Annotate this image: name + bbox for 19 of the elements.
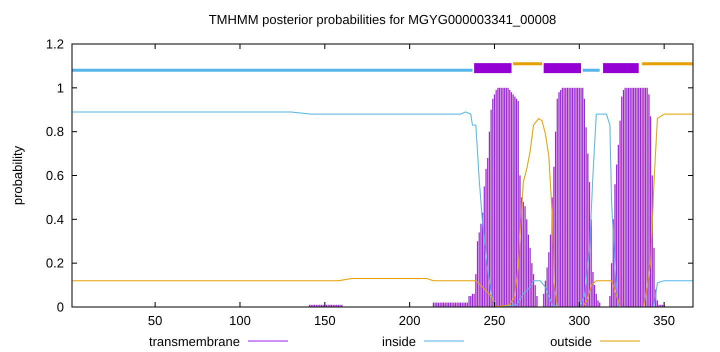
x-tick-label: 250 (484, 313, 506, 328)
legend-label: outside (550, 334, 592, 349)
y-tick-label: 0 (56, 300, 64, 314)
y-tick-label: 1 (56, 80, 64, 96)
y-tick-label: 0.6 (46, 168, 64, 183)
chart-title: TMHMM posterior probabilities for MGYG000003341_00008 (208, 12, 556, 27)
x-tick-label: 300 (568, 313, 590, 328)
x-tick-label: 150 (314, 313, 336, 328)
x-tick-label: 100 (229, 313, 251, 328)
y-axis-title: probability (10, 145, 25, 206)
legend-label: inside (382, 334, 416, 349)
y-tick-label: 0.4 (46, 212, 64, 227)
x-tick-label: 200 (398, 313, 420, 328)
y-tick-label: 0.2 (46, 256, 64, 271)
x-tick-label: 50 (148, 313, 162, 328)
x-tick-label: 350 (653, 313, 676, 328)
y-tick-label: 0.8 (46, 124, 64, 140)
y-tick-label: 1.2 (46, 36, 64, 52)
legend-label: transmembrane (148, 334, 240, 349)
